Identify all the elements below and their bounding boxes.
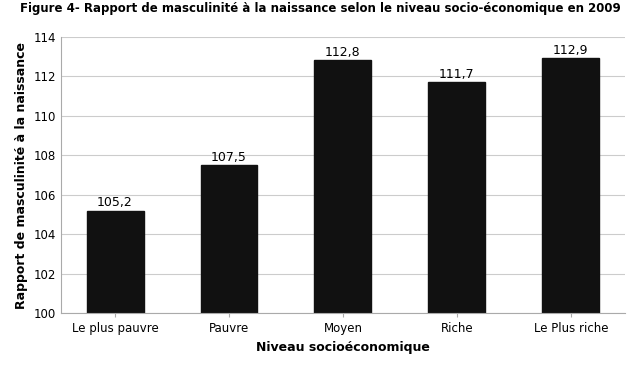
Bar <box>314 61 371 369</box>
Text: 105,2: 105,2 <box>97 196 133 209</box>
Bar <box>542 58 599 369</box>
Text: 107,5: 107,5 <box>211 151 247 164</box>
Text: 112,8: 112,8 <box>325 46 361 59</box>
Text: 111,7: 111,7 <box>439 68 475 81</box>
Bar <box>428 82 485 369</box>
X-axis label: Niveau socioéconomique: Niveau socioéconomique <box>256 341 430 354</box>
Y-axis label: Rapport de masculinité à la naissance: Rapport de masculinité à la naissance <box>15 41 28 308</box>
Bar <box>86 211 143 369</box>
Text: Figure 4- Rapport de masculinité à la naissance selon le niveau socio-économique: Figure 4- Rapport de masculinité à la na… <box>20 2 620 15</box>
Text: 112,9: 112,9 <box>553 44 589 57</box>
Bar <box>200 165 257 369</box>
